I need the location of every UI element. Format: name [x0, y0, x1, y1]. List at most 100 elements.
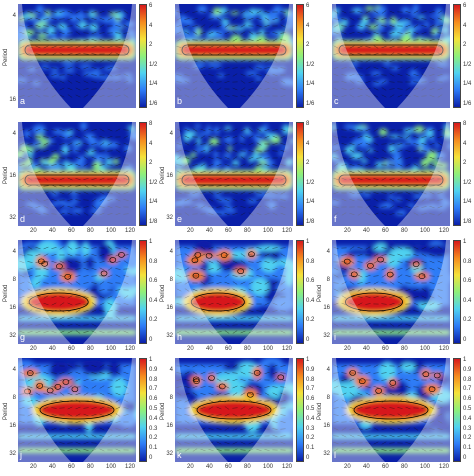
y-axis-title: Period	[317, 285, 323, 302]
spectrum-svg-h	[175, 240, 293, 344]
y-tick-label: 4	[13, 367, 16, 373]
colorbar	[139, 4, 147, 108]
x-tick-label: 40	[363, 346, 370, 352]
colorbar-tick-label: 8	[149, 121, 152, 127]
colorbar-tick-label: 0.2	[463, 317, 471, 323]
y-tick-label: 4	[327, 367, 330, 373]
colorbar	[296, 4, 304, 108]
x-tick-label: 120	[282, 228, 292, 234]
y-tick-label: 16	[9, 97, 16, 103]
y-tick-label: 4	[13, 131, 16, 137]
colorbar-tick-label: 2	[306, 160, 309, 166]
colorbar-tick-label: 0.4	[306, 298, 314, 304]
power-spectrum-g	[18, 240, 136, 344]
y-axis-title: Period	[3, 49, 9, 66]
x-tick-label: 100	[420, 464, 430, 470]
panel-letter: c	[334, 96, 339, 106]
x-tick-label: 100	[263, 346, 273, 352]
colorbar-tick-label: 4	[306, 23, 309, 29]
power-spectrum-l	[332, 358, 450, 462]
x-tick-label: 100	[106, 464, 116, 470]
colorbar-tick-label: 0	[306, 455, 309, 461]
x-tick-label: 40	[206, 346, 213, 352]
y-tick-label: 16	[9, 305, 16, 311]
x-tick-label: 80	[244, 228, 251, 234]
y-tick-label: 4	[13, 13, 16, 19]
colorbar-tick-label: 0.8	[306, 259, 314, 265]
x-tick-label: 120	[125, 464, 135, 470]
colorbar-tick-label: 0.2	[149, 435, 157, 441]
x-tick-label: 20	[187, 464, 194, 470]
x-tick-label: 100	[106, 228, 116, 234]
colorbar-tick-label: 0.9	[306, 367, 314, 373]
y-axis-title: Period	[160, 285, 166, 302]
colorbar-tick-label: 0.1	[463, 445, 471, 451]
y-tick-label: 16	[166, 305, 173, 311]
colorbar-tick-label: 0.5	[149, 406, 157, 412]
colorbar-tick-label: 0.8	[463, 377, 471, 383]
colorbar-tick-label: 1/6	[463, 101, 471, 107]
x-tick-label: 80	[401, 228, 408, 234]
power-spectrum-f	[332, 122, 450, 226]
colorbar-tick-label: 1/2	[149, 180, 157, 186]
y-tick-label: 16	[9, 423, 16, 429]
x-tick-label: 60	[382, 228, 389, 234]
colorbar	[453, 358, 461, 462]
spectrum-svg-b	[175, 4, 293, 108]
colorbar-tick-label: 2	[149, 42, 152, 48]
power-spectrum-a	[18, 4, 136, 108]
y-tick-label: 8	[13, 277, 16, 283]
colorbar-tick-label: 0.9	[149, 367, 157, 373]
colorbar-tick-label: 1/4	[463, 199, 471, 205]
colorbar-tick-label: 6	[149, 3, 152, 9]
x-tick-label: 120	[439, 464, 449, 470]
colorbar	[139, 240, 147, 344]
colorbar-tick-label: 0.6	[306, 396, 314, 402]
y-tick-label: 32	[323, 451, 330, 457]
colorbar-tick-label: 0.2	[306, 317, 314, 323]
colorbar-tick-label: 0.6	[463, 396, 471, 402]
y-axis-title: Period	[317, 403, 323, 420]
spectrum-svg-k	[175, 358, 293, 462]
colorbar-tick-label: 1/6	[149, 101, 157, 107]
y-tick-label: 4	[327, 249, 330, 255]
x-tick-label: 40	[49, 346, 56, 352]
colorbar-tick-label: 0.5	[463, 406, 471, 412]
y-tick-label: 16	[166, 173, 173, 179]
spectrum-svg-e	[175, 122, 293, 226]
colorbar-tick-label: 4	[463, 23, 466, 29]
colorbar-tick-label: 0	[149, 337, 152, 343]
colorbar-tick-label: 0	[306, 337, 309, 343]
panel-letter: g	[20, 332, 25, 342]
x-tick-label: 40	[363, 228, 370, 234]
colorbar-tick-label: 0.8	[306, 377, 314, 383]
colorbar-tick-label: 0.2	[463, 435, 471, 441]
x-tick-label: 80	[87, 464, 94, 470]
colorbar-tick-label: 1	[463, 357, 466, 363]
colorbar-tick-label: 2	[463, 42, 466, 48]
colorbar-tick-label: 0.7	[149, 386, 157, 392]
colorbar-tick-label: 0.8	[149, 377, 157, 383]
colorbar-tick-label: 4	[463, 141, 466, 147]
colorbar-tick-label: 0.4	[463, 416, 471, 422]
x-tick-label: 100	[420, 346, 430, 352]
colorbar-tick-label: 1	[149, 357, 152, 363]
spectrum-svg-a	[18, 4, 136, 108]
y-tick-label: 16	[323, 423, 330, 429]
x-tick-label: 60	[225, 464, 232, 470]
x-tick-label: 20	[344, 464, 351, 470]
x-tick-label: 60	[68, 228, 75, 234]
x-tick-label: 120	[125, 346, 135, 352]
colorbar-tick-label: 1/4	[149, 199, 157, 205]
colorbar-tick-label: 2	[306, 42, 309, 48]
colorbar-tick-label: 0	[463, 455, 466, 461]
spectrum-svg-l	[332, 358, 450, 462]
power-spectrum-k	[175, 358, 293, 462]
x-tick-label: 120	[439, 228, 449, 234]
